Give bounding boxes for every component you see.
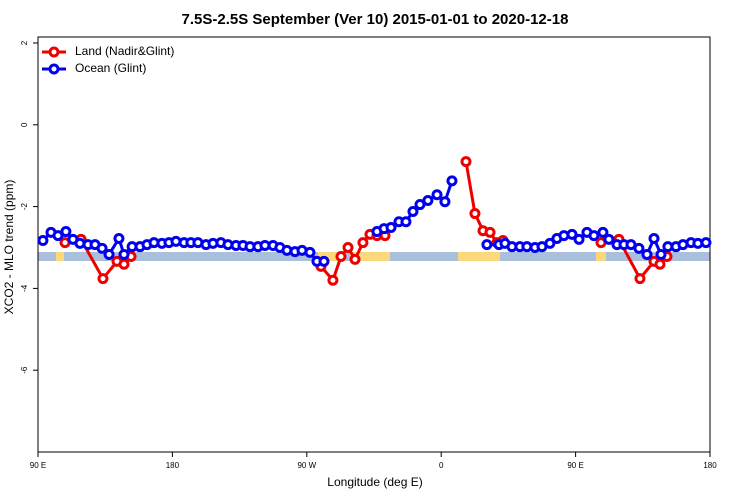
data-point: [407, 206, 419, 218]
legend-label: Ocean (Glint): [75, 61, 146, 75]
legend-label: Land (Nadir&Glint): [75, 44, 174, 58]
data-point: [118, 248, 130, 260]
data-point: [52, 230, 64, 242]
data-point: [603, 233, 615, 245]
data-point: [597, 226, 609, 238]
data-point: [96, 242, 108, 254]
data-point: [655, 248, 667, 260]
data-point: [544, 237, 556, 249]
data-point: [481, 239, 493, 251]
data-point: [700, 237, 712, 249]
data-point: [484, 226, 496, 238]
data-point: [97, 273, 109, 285]
data-point: [633, 242, 645, 254]
data-point: [318, 255, 330, 267]
data-point: [400, 216, 412, 228]
land-strip: [56, 252, 64, 261]
data-point: [654, 258, 666, 270]
y-tick-label: -2: [20, 202, 29, 210]
y-tick-label: -6: [20, 366, 29, 374]
data-point: [648, 233, 660, 245]
data-point: [634, 273, 646, 285]
y-tick-label: 2: [20, 40, 29, 45]
data-point: [422, 194, 434, 206]
data-point: [335, 250, 347, 262]
data-point: [469, 208, 481, 220]
chart-title: 7.5S-2.5S September (Ver 10) 2015-01-01 …: [182, 11, 569, 28]
land-strip: [596, 252, 606, 261]
data-point: [641, 248, 653, 260]
data-point: [566, 228, 578, 240]
legend-marker: [48, 46, 60, 58]
data-point: [103, 248, 115, 260]
data-point: [118, 258, 130, 270]
x-tick-label: 180: [166, 461, 180, 470]
data-point: [439, 196, 451, 208]
data-point: [60, 226, 72, 238]
data-point: [37, 235, 49, 247]
land-strip: [458, 252, 500, 261]
data-point: [573, 233, 585, 245]
x-tick-label: 90 W: [297, 461, 316, 470]
data-point: [414, 199, 426, 211]
data-point: [327, 274, 339, 286]
data-point: [349, 253, 361, 265]
data-point: [304, 246, 316, 258]
data-point: [588, 230, 600, 242]
y-tick-label: -4: [20, 284, 29, 292]
data-point: [342, 242, 354, 253]
data-point: [431, 189, 443, 201]
x-tick-label: 90 E: [567, 461, 583, 470]
x-tick-label: 180: [703, 461, 717, 470]
data-point: [113, 233, 125, 245]
land-strip: [350, 252, 390, 261]
x-axis-title: Longitude (deg E): [327, 475, 422, 489]
data-point: [460, 156, 472, 168]
y-tick-label: 0: [20, 122, 29, 127]
data-point: [446, 175, 458, 187]
data-point: [385, 221, 397, 233]
land-mask-strip: [38, 252, 710, 261]
x-tick-label: 90 E: [30, 461, 46, 470]
land-strip: [318, 252, 346, 261]
series-line: [64, 161, 669, 284]
data-point: [357, 237, 369, 249]
y-axis-title: XCO2 - MLO trend (ppm): [2, 180, 16, 315]
legend-marker: [48, 63, 60, 75]
x-tick-label: 0: [439, 461, 444, 470]
